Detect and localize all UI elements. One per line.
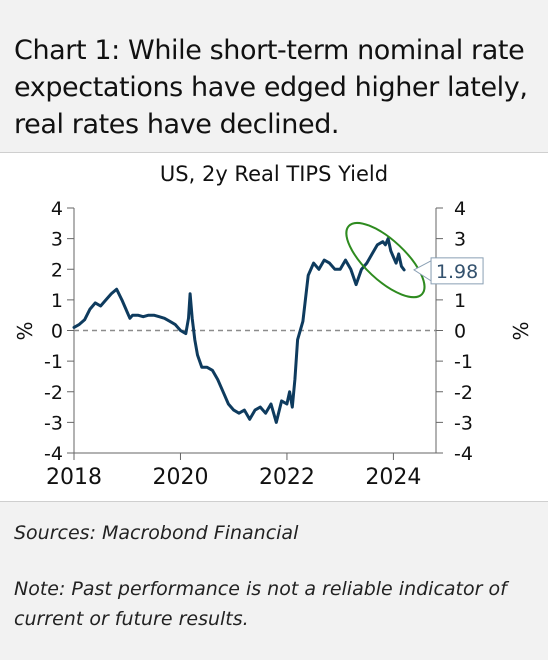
y-tick-label-left: 0 bbox=[51, 321, 63, 343]
y-axis-label-right: % bbox=[509, 321, 533, 340]
y-tick-label-right: -4 bbox=[454, 443, 473, 465]
y-tick-label-right: -3 bbox=[454, 412, 473, 434]
y-tick-label-left: 2 bbox=[51, 259, 63, 281]
x-tick-label: 2018 bbox=[46, 465, 102, 490]
chart-heading: Chart 1: While short-term nominal rate e… bbox=[14, 35, 528, 140]
y-tick-label-left: -4 bbox=[44, 443, 63, 465]
y-tick-label-left: 1 bbox=[51, 290, 63, 312]
y-axis-label-left: % bbox=[13, 321, 37, 340]
y-tick-label-left: 3 bbox=[51, 229, 63, 251]
y-axis-left: 4 3 2 1 0 -1 -2 -3 -4 bbox=[44, 198, 75, 465]
last-value-callout: 1.98 bbox=[413, 257, 484, 285]
chart-title: US, 2y Real TIPS Yield bbox=[160, 162, 388, 186]
y-tick-label-right: -1 bbox=[454, 351, 473, 373]
highlight-ellipse bbox=[345, 221, 426, 299]
y-tick-label-right: 3 bbox=[454, 229, 466, 251]
chart-header: Chart 1: While short-term nominal rate e… bbox=[0, 0, 548, 153]
y-tick-label-left: -3 bbox=[44, 412, 63, 434]
x-axis: 2018 2020 2022 2024 bbox=[46, 452, 436, 490]
y-tick-label-left: 4 bbox=[51, 198, 63, 220]
last-value-label: 1.98 bbox=[436, 261, 478, 283]
y-tick-label-right: 1 bbox=[454, 290, 466, 312]
y-tick-label-right: -2 bbox=[454, 382, 473, 404]
chart-footer: Sources: Macrobond Financial Note: Past … bbox=[0, 501, 548, 660]
line-chart: US, 2y Real TIPS Yield 4 3 2 1 0 -1 -2 -3 -4 4 3 2… bbox=[13, 162, 533, 490]
x-tick-label: 2024 bbox=[365, 465, 421, 490]
y-tick-label-right: 4 bbox=[454, 198, 466, 220]
note-text: Note: Past performance is not a reliable… bbox=[14, 578, 507, 630]
x-tick-label: 2022 bbox=[259, 465, 315, 490]
x-tick-label: 2020 bbox=[152, 465, 208, 490]
callout-box bbox=[430, 257, 484, 285]
sources-text: Sources: Macrobond Financial bbox=[14, 522, 299, 544]
y-tick-label-right: 0 bbox=[454, 321, 466, 343]
chart-area: US, 2y Real TIPS Yield 4 3 2 1 0 -1 -2 -3 -4 4 3 2… bbox=[0, 153, 548, 501]
y-tick-label-left: -2 bbox=[44, 382, 63, 404]
series-line-tips-yield bbox=[72, 237, 406, 424]
y-tick-label-left: -1 bbox=[44, 351, 63, 373]
